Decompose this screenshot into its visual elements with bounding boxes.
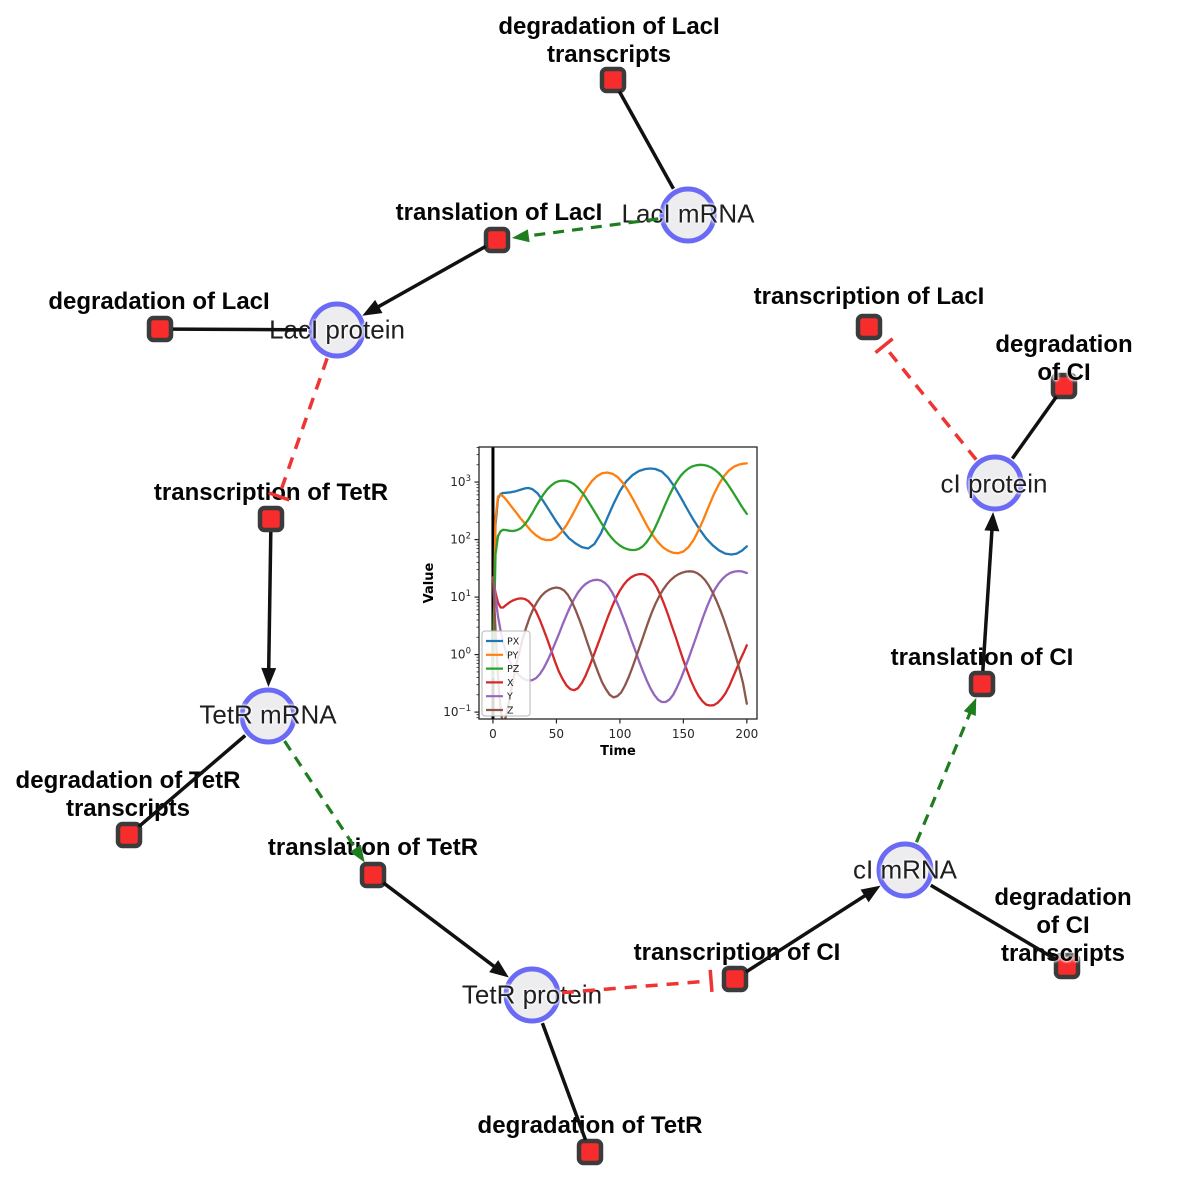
- species-node-laci_mrna[interactable]: [659, 186, 717, 244]
- chart-background: [421, 433, 779, 777]
- legend-label-PX: PX: [507, 637, 520, 648]
- x-tick-label: 200: [735, 727, 758, 741]
- x-tick-label: 100: [608, 727, 631, 741]
- chart-ylabel: Value: [422, 562, 437, 603]
- legend-label-Y: Y: [506, 692, 513, 703]
- reaction-node-deg_tetr[interactable]: [576, 1138, 604, 1166]
- species-node-tetr_protein[interactable]: [503, 966, 561, 1024]
- legend-label-Z: Z: [507, 706, 514, 717]
- legend-label-PY: PY: [507, 650, 519, 661]
- species-node-laci_protein[interactable]: [308, 301, 366, 359]
- reaction-node-tx_tetr[interactable]: [257, 505, 285, 533]
- series-PX: [491, 467, 748, 679]
- reaction-node-transl_laci[interactable]: [483, 226, 511, 254]
- reaction-node-transl_tetr[interactable]: [359, 861, 387, 889]
- chart-legend: PX PY PZ XYZ: [481, 630, 531, 717]
- x-tick-label: 50: [549, 727, 564, 741]
- reaction-node-tx_laci[interactable]: [855, 313, 883, 341]
- reaction-node-deg_laci[interactable]: [146, 315, 174, 343]
- chart-axes-box: [478, 446, 758, 720]
- reaction-node-deg_laci_tx[interactable]: [599, 66, 627, 94]
- reaction-node-deg_tetr_tx[interactable]: [115, 821, 143, 849]
- reaction-node-tx_ci[interactable]: [721, 965, 749, 993]
- series-PZ: [491, 463, 748, 679]
- x-tick-label: 0: [489, 727, 497, 741]
- reaction-node-transl_ci[interactable]: [968, 670, 996, 698]
- species-node-tetr_mrna[interactable]: [239, 687, 297, 745]
- reaction-node-deg_ci[interactable]: [1050, 372, 1078, 400]
- x-tick-label: 150: [672, 727, 695, 741]
- inset-chart: 0 50 100 150 20010−1100101102103TimeValuePXP…: [421, 433, 779, 777]
- species-node-ci_protein[interactable]: [966, 454, 1024, 512]
- series-X: [491, 572, 748, 707]
- legend-label-PZ: PZ: [507, 664, 520, 675]
- legend-label-X: X: [507, 678, 514, 689]
- chart-xlabel: Time: [600, 744, 636, 759]
- reaction-node-deg_ci_tx[interactable]: [1053, 952, 1081, 980]
- species-node-ci_mrna[interactable]: [876, 841, 934, 899]
